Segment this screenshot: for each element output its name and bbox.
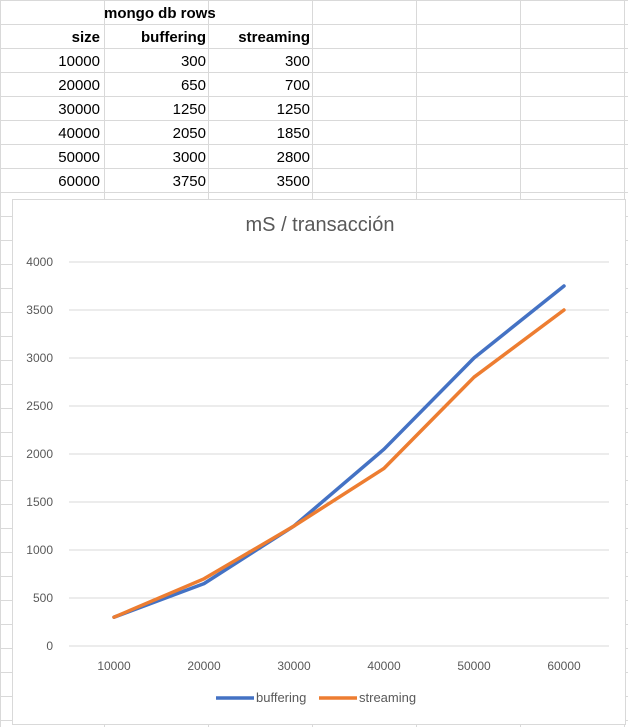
buffering-cell[interactable]: 2050 [172, 125, 206, 142]
y-tick-label: 1500 [26, 495, 53, 509]
streaming-cell[interactable]: 2800 [276, 149, 310, 166]
x-tick-label: 40000 [367, 659, 401, 673]
buffering-cell[interactable]: 300 [180, 53, 206, 70]
y-tick-label: 3500 [26, 303, 53, 317]
legend-label-streaming: streaming [359, 690, 416, 705]
buffering-cell[interactable]: 1250 [172, 101, 206, 118]
size-cell[interactable]: 10000 [58, 53, 100, 70]
y-tick-label: 2000 [26, 447, 53, 461]
size-cell[interactable]: 40000 [58, 125, 100, 142]
size-cell[interactable]: 30000 [58, 101, 100, 118]
x-tick-label: 60000 [547, 659, 581, 673]
y-tick-label: 2500 [26, 399, 53, 413]
buffering-cell[interactable]: 650 [180, 77, 206, 94]
table-title[interactable]: mongo db rows [104, 5, 216, 22]
buffering-cell[interactable]: 3000 [172, 149, 206, 166]
column-header-streaming[interactable]: streaming [238, 29, 310, 46]
series-line-streaming[interactable] [112, 308, 566, 619]
size-cell[interactable]: 20000 [58, 77, 100, 94]
buffering-cell[interactable]: 3750 [172, 173, 206, 190]
y-tick-label: 4000 [26, 255, 53, 269]
chart-title: mS / transacción [245, 214, 395, 236]
x-tick-label: 30000 [277, 659, 311, 673]
size-cell[interactable]: 60000 [58, 173, 100, 190]
series-line-buffering[interactable] [112, 284, 566, 619]
streaming-cell[interactable]: 1250 [276, 101, 310, 118]
legend-label-buffering: buffering [256, 690, 306, 705]
x-tick-label: 50000 [457, 659, 491, 673]
x-tick-label: 10000 [97, 659, 131, 673]
line-chart: 0 500 1000 1500 2000 2500 3000 3500 4000 10000 200… [26, 255, 609, 705]
x-tick-label: 20000 [187, 659, 221, 673]
y-tick-label: 0 [46, 639, 53, 653]
y-tick-label: 500 [33, 591, 53, 605]
column-header-buffering[interactable]: buffering [141, 29, 206, 46]
y-tick-label: 3000 [26, 351, 53, 365]
column-header-size[interactable]: size [71, 29, 100, 46]
streaming-cell[interactable]: 700 [284, 77, 310, 94]
streaming-cell[interactable]: 3500 [276, 173, 310, 190]
chart-area[interactable]: mS / transacción 0 500 1000 1500 2000 2500 300… [12, 199, 626, 725]
y-tick-label: 1000 [26, 543, 53, 557]
streaming-cell[interactable]: 1850 [276, 125, 310, 142]
size-cell[interactable]: 50000 [58, 149, 100, 166]
streaming-cell[interactable]: 300 [284, 53, 310, 70]
